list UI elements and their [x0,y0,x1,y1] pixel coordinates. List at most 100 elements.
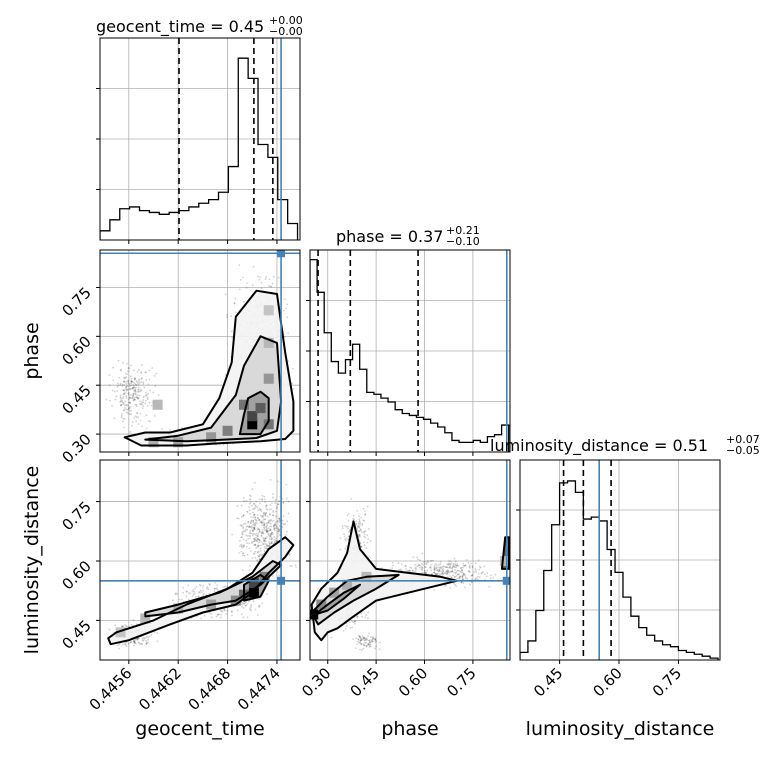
scatter-sample [446,572,448,575]
scatter-sample [252,600,255,603]
scatter-sample [213,588,216,590]
scatter-sample [433,567,436,570]
scatter-sample [265,544,268,547]
scatter-sample [119,401,122,403]
scatter-sample [141,643,144,645]
scatter-sample [134,377,137,380]
scatter-sample [466,578,469,580]
scatter-sample [247,520,250,523]
scatter-sample [414,563,417,566]
scatter-sample [369,540,372,542]
scatter-sample [131,387,134,390]
scatter-sample [140,403,142,406]
scatter-sample [345,537,348,540]
scatter-sample [250,605,252,608]
scatter-sample [222,586,225,589]
scatter-sample [364,530,367,532]
scatter-sample [254,524,257,527]
scatter-sample [123,377,126,380]
scatter-sample [352,514,355,517]
ytick-label-luminosity_distance: 0.45 [58,616,94,652]
scatter-sample [133,398,136,400]
scatter-sample [143,386,146,389]
scatter-sample [262,539,265,542]
scatter-sample [254,521,257,524]
scatter-sample [272,275,275,278]
scatter-sample [243,554,246,557]
scatter-sample [397,562,400,564]
scatter-sample [148,401,151,404]
scatter-sample [145,394,148,397]
scatter-sample [445,570,448,573]
scatter-sample [142,639,145,642]
scatter-sample [268,540,270,543]
scatter-sample [256,535,259,537]
scatter-sample [181,598,183,601]
scatter-sample [284,522,287,525]
scatter-sample [435,564,438,566]
scatter-sample [243,529,246,532]
scatter-sample [259,521,262,524]
scatter-sample [461,574,464,577]
scatter-sample [265,529,268,532]
scatter-sample [142,399,144,402]
scatter-sample [241,532,244,535]
scatter-sample [242,514,245,517]
scatter-sample [108,628,111,631]
scatter-sample [127,394,130,396]
scatter-sample [141,403,144,406]
scatter-sample [263,524,266,527]
xtick-label-phase: 0.30 [298,664,334,700]
scatter-sample [366,505,369,508]
scatter-sample [137,641,140,644]
contour-line [243,573,270,602]
scatter-sample [258,507,261,510]
scatter-sample [254,504,257,507]
scatter-sample [421,567,424,569]
scatter-sample [122,403,125,405]
scatter-sample [246,511,249,513]
scatter-sample [258,541,260,544]
scatter-sample [127,398,130,401]
scatter-sample [268,535,271,538]
xlabel-geocent_time: geocent_time [135,718,264,740]
scatter-sample [119,368,122,371]
scatter-sample [471,565,474,568]
scatter-sample [260,554,263,557]
scatter-sample [467,570,470,572]
scatter-sample [262,515,264,517]
scatter-sample [126,408,129,411]
scatter-sample [357,525,360,528]
scatter-sample [456,569,459,572]
scatter-sample [274,523,277,525]
scatter-sample [140,389,143,392]
scatter-sample [454,583,456,586]
scatter-sample [137,388,140,391]
scatter-sample [258,278,261,281]
scatter-sample [356,616,359,619]
scatter-sample [295,566,297,569]
scatter-sample [122,417,125,420]
scatter-sample [253,538,256,541]
scatter-sample [157,394,160,397]
scatter-sample [352,517,354,520]
scatter-sample [248,502,251,505]
scatter-sample [135,383,137,386]
hist2d-cell [239,399,250,410]
contour-line [107,536,295,646]
scatter-sample [242,496,245,499]
scatter-sample [360,612,363,615]
scatter-sample [360,643,363,645]
scatter-sample [367,528,370,530]
scatter-sample [277,530,279,533]
scatter-sample [274,524,276,526]
scatter-sample [193,590,196,593]
hist2d-cell [248,587,259,598]
scatter-sample [262,537,265,539]
scatter-sample [135,384,138,387]
scatter-sample [256,516,259,519]
scatter-sample [341,527,344,530]
scatter-sample [257,555,260,557]
